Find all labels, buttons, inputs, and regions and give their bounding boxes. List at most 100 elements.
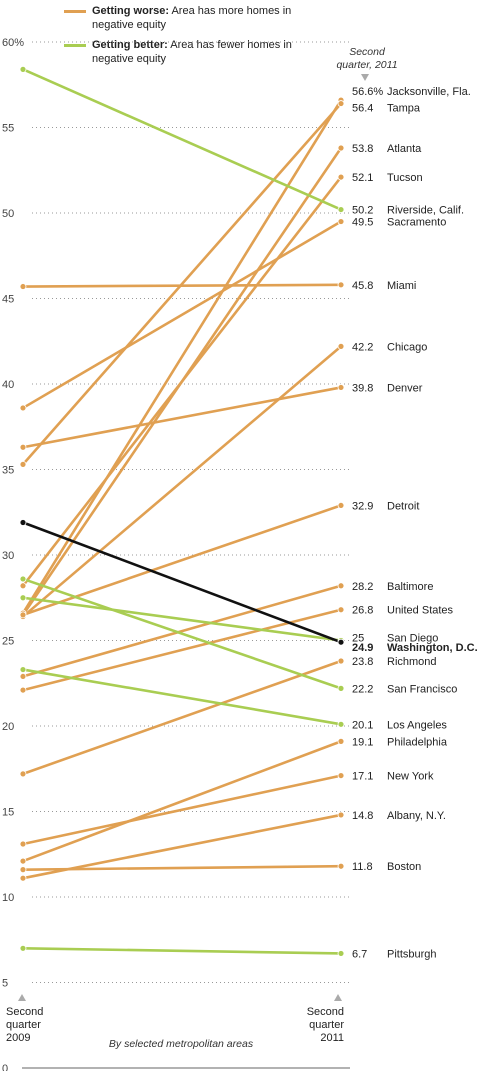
series-line (21, 220, 343, 410)
end-point (337, 772, 345, 779)
city-label: Albany, N.Y. (387, 810, 446, 822)
series-line (21, 584, 343, 678)
start-point (19, 666, 27, 673)
end-point (337, 342, 345, 350)
series-line (21, 345, 343, 618)
end-point (337, 502, 345, 509)
city-label: Baltimore (387, 581, 433, 593)
start-point (19, 460, 27, 468)
y-tick-label: 45 (2, 294, 14, 306)
series-line (21, 102, 343, 466)
end-value-label: 22.2 (352, 683, 373, 695)
end-value-label: 28.2 (352, 581, 373, 593)
y-tick-label: 55 (2, 123, 14, 135)
end-value-label: 39.8 (352, 382, 373, 394)
end-value-label: 32.9 (352, 500, 373, 512)
city-label: Riverside, Calif. (387, 205, 464, 217)
y-tick-label: 40 (2, 379, 14, 391)
city-label: United States (387, 605, 454, 617)
series-line (21, 386, 343, 449)
city-label: New York (387, 771, 434, 783)
end-point (337, 384, 345, 391)
end-value-label: 14.8 (352, 810, 373, 822)
end-point (337, 206, 345, 213)
end-value-label: 23.8 (352, 656, 373, 668)
city-label: Chicago (387, 341, 427, 353)
start-point (19, 582, 27, 590)
y-tick-label: 25 (2, 636, 14, 648)
city-label: Boston (387, 861, 421, 873)
series-line (21, 946, 343, 955)
series-line (21, 521, 343, 644)
end-point (337, 684, 345, 692)
end-value-label: 17.1 (352, 771, 373, 783)
end-point (337, 737, 345, 745)
start-point (19, 944, 27, 952)
start-point (19, 673, 27, 680)
start-point (19, 519, 27, 526)
y-tick-label: 5 (2, 978, 8, 990)
end-value-label: 25 (352, 633, 364, 645)
end-value-label: 56.4 (352, 103, 373, 115)
end-value-label: 53.8 (352, 143, 373, 155)
city-label: Sacramento (387, 217, 446, 229)
series-line (21, 774, 343, 846)
end-point (337, 281, 345, 289)
end-point (337, 811, 345, 819)
legend-worse-swatch (64, 10, 86, 13)
city-label: Los Angeles (387, 719, 447, 731)
city-label: Tucson (387, 172, 423, 184)
city-label: Pittsburgh (387, 948, 437, 960)
end-value-label: 45.8 (352, 280, 373, 292)
end-point (337, 582, 345, 590)
series-line (21, 577, 343, 690)
legend-worse-text: Area has more homes in negative equity (92, 5, 292, 31)
city-label: Philadelphia (387, 736, 448, 748)
start-axis-pointer (18, 994, 26, 1001)
end-value-label: 6.7 (352, 948, 367, 960)
y-tick-label: 0 (2, 1063, 8, 1071)
series-line (21, 98, 343, 615)
end-point (337, 950, 345, 957)
y-tick-labels: 0 5 10 15 20 25 30 35 40 45 50 55 60% (2, 37, 24, 1071)
series-line (21, 864, 343, 871)
city-label: Tampa (387, 103, 421, 115)
y-tick-label: 15 (2, 807, 14, 819)
start-point (19, 575, 27, 583)
gridlines (22, 41, 350, 1069)
end-point (337, 218, 345, 225)
city-label: Detroit (387, 500, 419, 512)
start-point (19, 866, 27, 874)
end-labels: 56.6% Jacksonville, Fla. 56.4 Tampa 53.8 Atla… (352, 86, 478, 960)
end-period-pointer (361, 74, 369, 81)
start-point (19, 283, 27, 290)
y-tick-label: 35 (2, 465, 14, 477)
city-label: Jacksonville, Fla. (387, 86, 471, 98)
series-lines (21, 68, 343, 955)
end-axis-label: Second quarter 2011 (306, 1006, 344, 1044)
city-label: San Francisco (387, 683, 457, 695)
end-point (337, 862, 345, 870)
start-point (19, 611, 27, 619)
legend-better-swatch (64, 44, 86, 47)
end-value-label: 56.6% (352, 86, 383, 98)
start-point (19, 65, 27, 73)
y-tick-label: 30 (2, 550, 14, 562)
legend-worse: Getting worse: Area has more homes in ne… (64, 4, 292, 32)
end-value-label: 19.1 (352, 736, 373, 748)
series-line (21, 283, 343, 288)
end-point (337, 100, 345, 107)
end-point (337, 144, 345, 152)
start-point (19, 594, 27, 602)
end-point (337, 606, 345, 614)
end-value-label: 49.5 (352, 217, 373, 229)
start-point (19, 443, 27, 451)
start-point (19, 857, 27, 865)
series-line (21, 175, 343, 588)
city-label: Miami (387, 280, 416, 292)
city-label: Richmond (387, 656, 437, 668)
end-value-label: 24.9 (352, 642, 373, 654)
end-point (337, 638, 345, 646)
end-value-label: 26.8 (352, 605, 373, 617)
